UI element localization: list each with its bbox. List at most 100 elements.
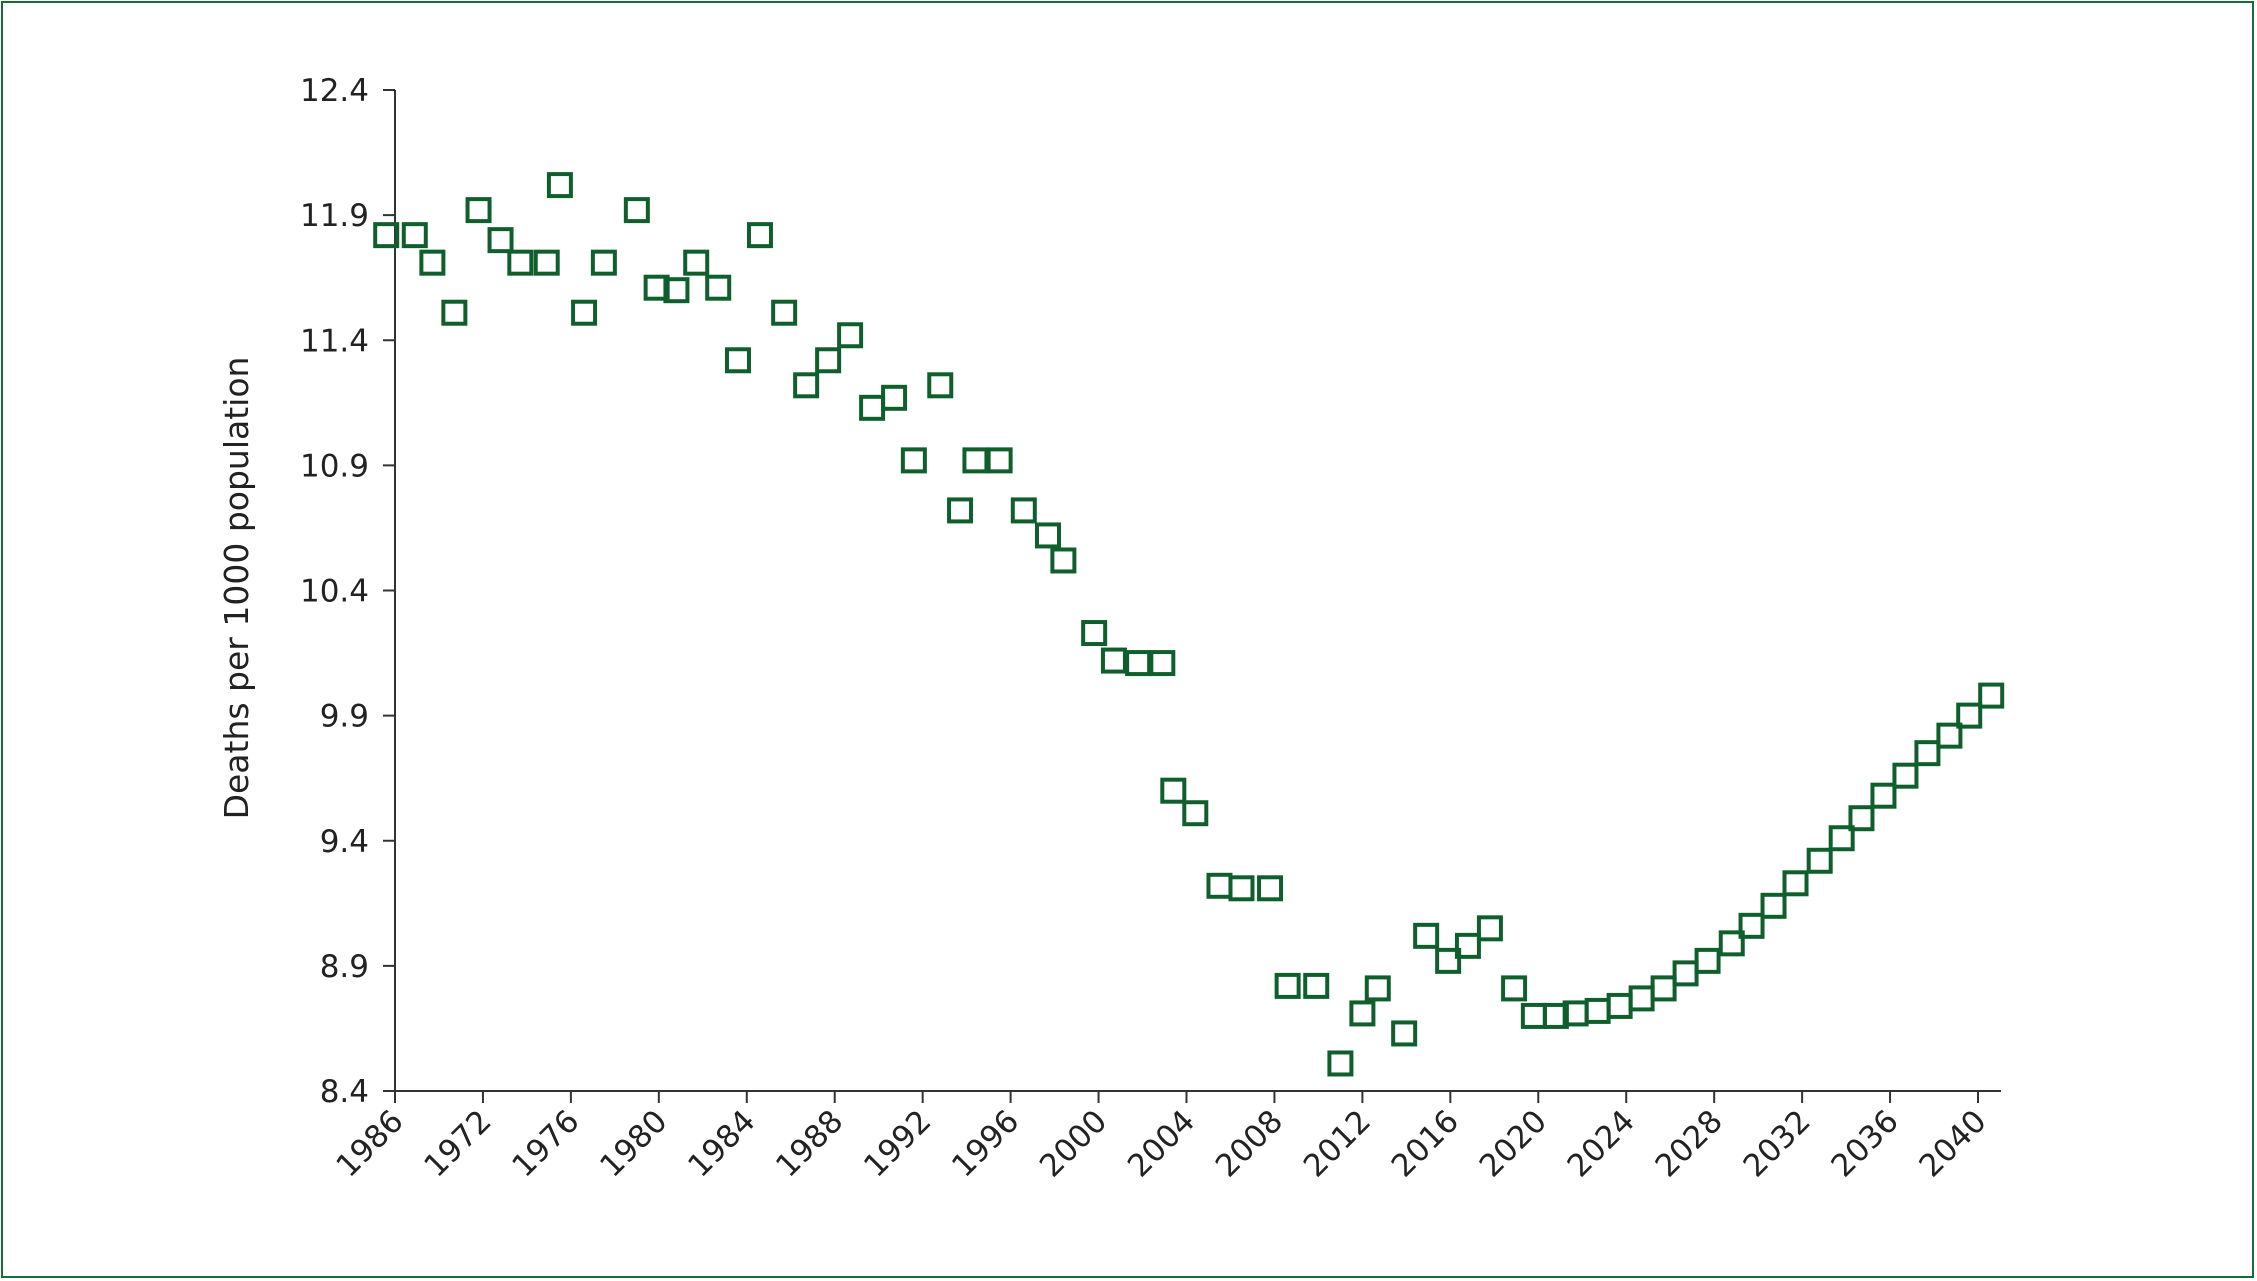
data-point — [507, 249, 534, 276]
data-point — [1327, 1050, 1354, 1077]
y-tick-label: 11.4 — [300, 323, 369, 359]
data-point — [746, 222, 773, 249]
data-point — [1100, 647, 1127, 674]
x-tick-label: 2004 — [1121, 1103, 1202, 1184]
data-point — [1349, 1000, 1376, 1027]
x-tick-label: 2012 — [1297, 1103, 1378, 1184]
x-tick-label: 1980 — [593, 1103, 674, 1184]
x-tick-label: 1972 — [417, 1103, 498, 1184]
data-point — [487, 227, 514, 254]
data-point — [1050, 547, 1077, 574]
x-tick-label: 2032 — [1737, 1103, 1818, 1184]
data-point — [793, 372, 820, 399]
data-point — [1520, 1002, 1547, 1029]
y-axis-title: Deaths per 1000 population — [217, 357, 256, 820]
data-point — [1413, 922, 1440, 949]
data-point — [533, 249, 560, 276]
data-point — [1782, 870, 1809, 897]
data-point — [1476, 915, 1503, 942]
x-axis: 1986 1972 1976 1980 1984 1988 1992 1996 2000 2004… — [329, 1090, 2001, 1184]
data-point — [1364, 975, 1391, 1002]
data-point — [1606, 992, 1633, 1019]
x-tick-label: 2028 — [1649, 1103, 1730, 1184]
data-point — [419, 249, 446, 276]
data-point — [373, 222, 400, 249]
x-tick-label: 2016 — [1385, 1103, 1466, 1184]
data-point — [705, 274, 732, 301]
data-point — [1978, 682, 2005, 709]
x-tick-label: 2000 — [1033, 1103, 1114, 1184]
data-point — [643, 274, 670, 301]
data-point — [1806, 847, 1833, 874]
x-tick-label: 2008 — [1209, 1103, 1290, 1184]
y-tick-label: 9.9 — [320, 699, 369, 735]
data-point — [1628, 985, 1655, 1012]
data-point — [1584, 997, 1611, 1024]
data-point — [1936, 722, 1963, 749]
y-tick-label: 8.9 — [320, 949, 369, 985]
data-point — [590, 249, 617, 276]
x-tick-label: 1988 — [769, 1103, 850, 1184]
data-point — [986, 447, 1013, 474]
data-point — [1650, 975, 1677, 1002]
data-point — [1182, 800, 1209, 827]
data-point — [1391, 1020, 1418, 1047]
data-point — [1303, 972, 1330, 999]
data-point — [1454, 932, 1481, 959]
data-point — [1914, 740, 1941, 767]
data-point — [1718, 930, 1745, 957]
data-point — [663, 277, 690, 304]
x-tick-label: 1984 — [681, 1103, 762, 1184]
data-point — [683, 249, 710, 276]
x-tick-label: 1996 — [945, 1103, 1026, 1184]
data-point — [771, 299, 798, 326]
data-point — [1149, 650, 1176, 677]
data-point — [1828, 825, 1855, 852]
data-point — [546, 172, 573, 199]
data-point — [1435, 947, 1462, 974]
data-point — [1738, 912, 1765, 939]
y-tick-label: 9.4 — [320, 824, 369, 860]
y-tick-label: 10.9 — [300, 448, 369, 484]
data-point — [1206, 872, 1233, 899]
data-point — [724, 347, 751, 374]
data-point — [465, 197, 492, 224]
data-point — [401, 222, 428, 249]
y-tick-label: 11.9 — [300, 198, 369, 234]
data-point — [1694, 947, 1721, 974]
x-tick-label: 1986 — [329, 1103, 410, 1184]
data-point — [1034, 522, 1061, 549]
data-point — [859, 394, 886, 421]
data-point — [1081, 620, 1108, 647]
x-tick-label: 2036 — [1824, 1103, 1905, 1184]
data-point — [1228, 875, 1255, 902]
x-tick-label: 1992 — [857, 1103, 938, 1184]
data-point — [1274, 972, 1301, 999]
y-tick-label: 12.4 — [300, 73, 369, 109]
data-point — [1257, 875, 1284, 902]
data-point — [1848, 805, 1875, 832]
data-point — [900, 447, 927, 474]
data-point — [1892, 762, 1919, 789]
data-point — [571, 299, 598, 326]
data-point — [837, 322, 864, 349]
x-tick-label: 2040 — [1912, 1103, 1993, 1184]
x-tick-label: 1976 — [505, 1103, 586, 1184]
data-point — [962, 447, 989, 474]
data-point — [1501, 975, 1528, 1002]
data-point — [927, 372, 954, 399]
data-point — [1010, 497, 1037, 524]
data-point — [623, 197, 650, 224]
y-axis: 8.4 8.9 9.4 9.9 10.4 10.9 11.4 11.9 12.4 — [300, 73, 396, 1110]
data-points — [373, 172, 2005, 1077]
data-point — [815, 347, 842, 374]
y-tick-label: 8.4 — [320, 1074, 369, 1110]
data-point — [1672, 960, 1699, 987]
data-point — [1870, 782, 1897, 809]
data-point — [1542, 1002, 1569, 1029]
data-point — [441, 299, 468, 326]
data-point — [1956, 702, 1983, 729]
data-point — [1760, 892, 1787, 919]
